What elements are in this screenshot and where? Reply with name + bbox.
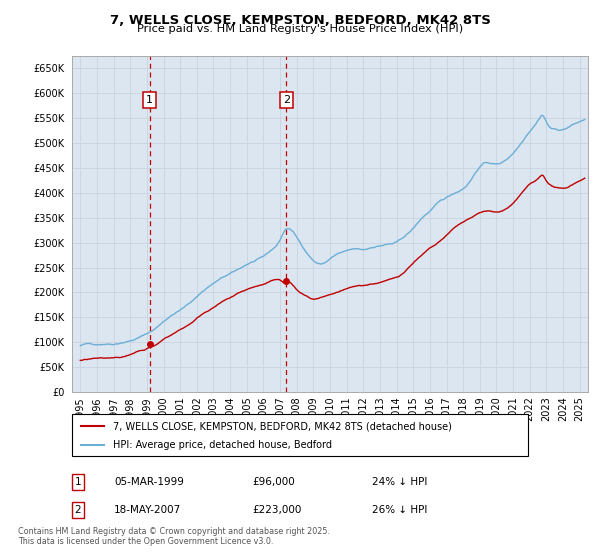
Text: 7, WELLS CLOSE, KEMPSTON, BEDFORD, MK42 8TS (detached house): 7, WELLS CLOSE, KEMPSTON, BEDFORD, MK42 … (113, 421, 452, 431)
FancyBboxPatch shape (72, 414, 528, 456)
Text: 2: 2 (74, 505, 82, 515)
Text: £96,000: £96,000 (252, 477, 295, 487)
Text: 24% ↓ HPI: 24% ↓ HPI (372, 477, 427, 487)
Text: £223,000: £223,000 (252, 505, 301, 515)
Text: 1: 1 (146, 95, 153, 105)
Text: 05-MAR-1999: 05-MAR-1999 (114, 477, 184, 487)
Text: 1: 1 (74, 477, 82, 487)
Text: 2: 2 (283, 95, 290, 105)
Text: 18-MAY-2007: 18-MAY-2007 (114, 505, 181, 515)
Text: 26% ↓ HPI: 26% ↓ HPI (372, 505, 427, 515)
Text: HPI: Average price, detached house, Bedford: HPI: Average price, detached house, Bedf… (113, 440, 332, 450)
Text: 7, WELLS CLOSE, KEMPSTON, BEDFORD, MK42 8TS: 7, WELLS CLOSE, KEMPSTON, BEDFORD, MK42 … (110, 14, 490, 27)
Text: Price paid vs. HM Land Registry's House Price Index (HPI): Price paid vs. HM Land Registry's House … (137, 24, 463, 34)
Text: Contains HM Land Registry data © Crown copyright and database right 2025.
This d: Contains HM Land Registry data © Crown c… (18, 526, 330, 546)
